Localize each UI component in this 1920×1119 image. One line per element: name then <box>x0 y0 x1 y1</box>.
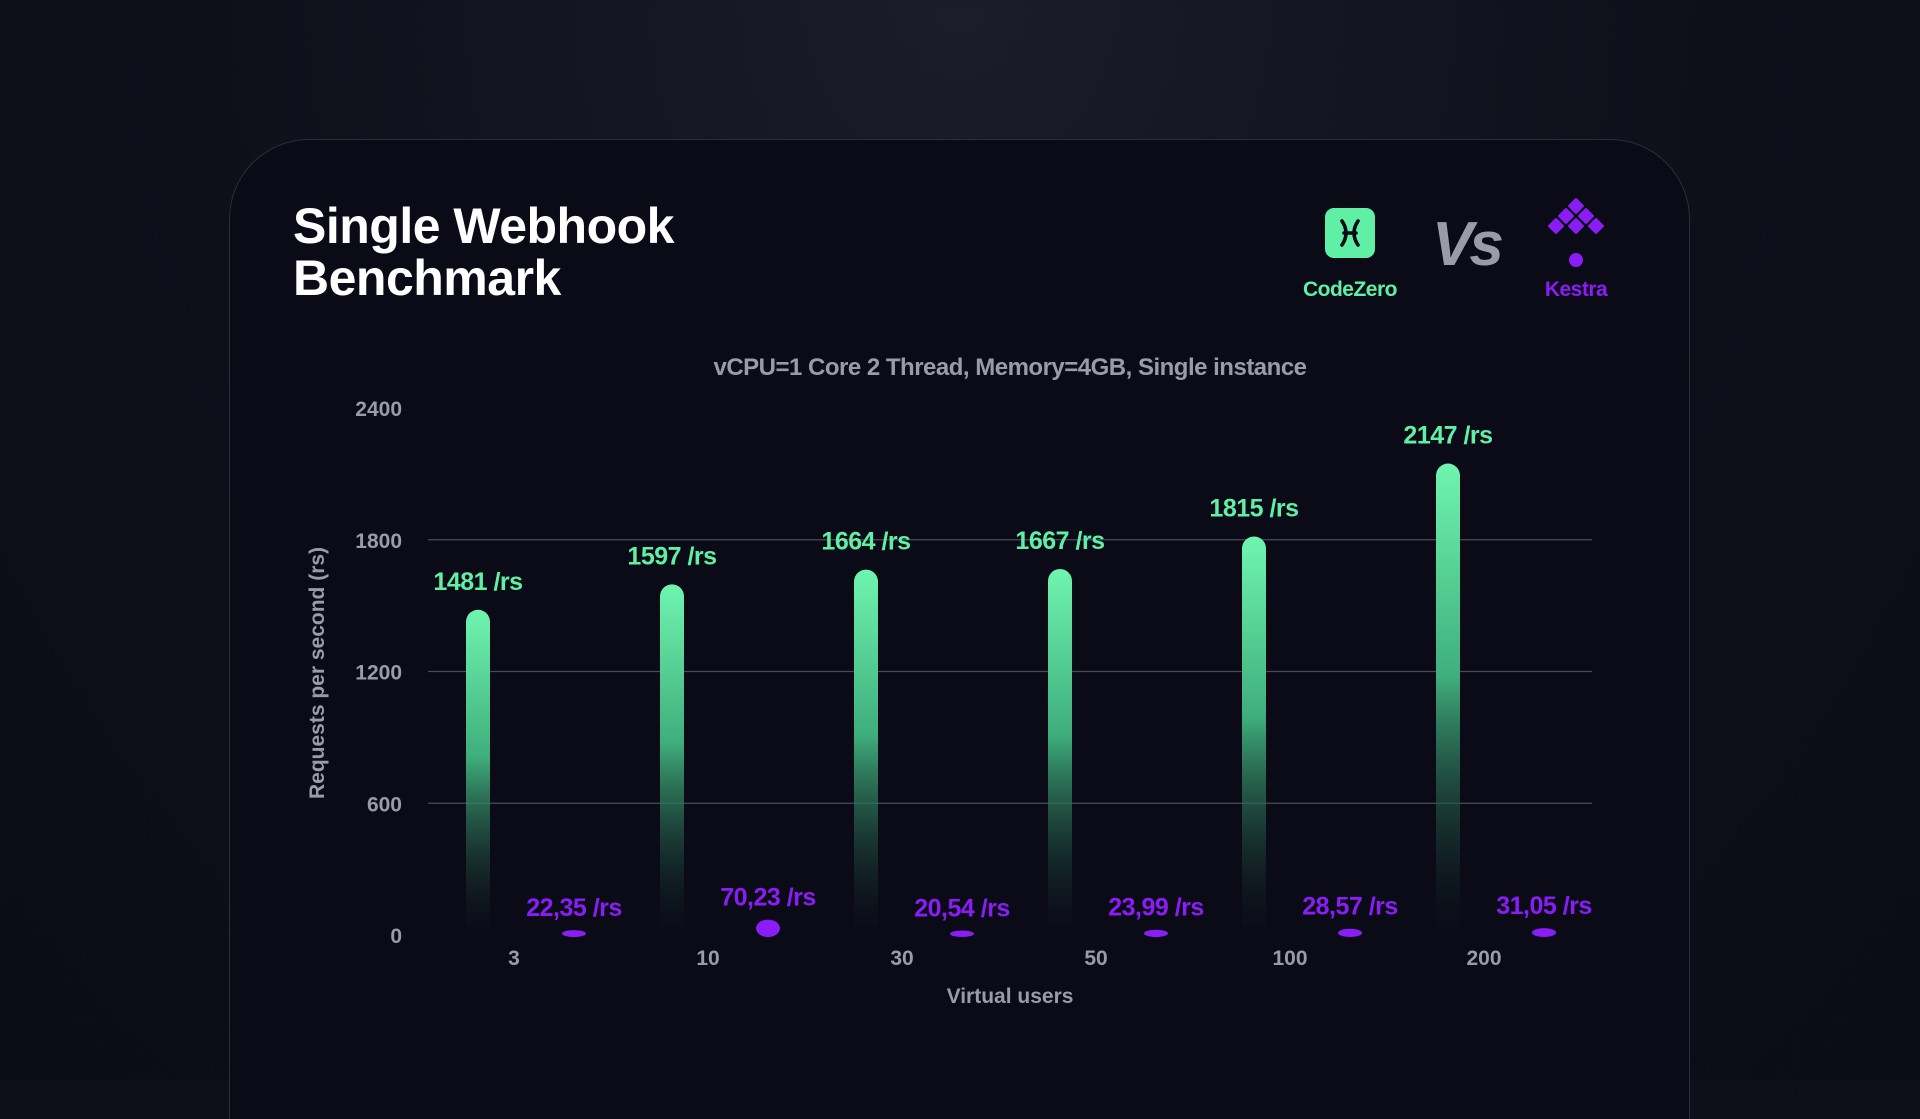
bar-kestra <box>756 919 780 937</box>
x-tick-label: 200 <box>1466 947 1501 970</box>
bar-kestra <box>1144 929 1168 937</box>
data-label-kestra: 70,23 /rs <box>720 884 816 912</box>
x-tick-label: 10 <box>696 947 719 970</box>
x-tick-label: 30 <box>890 947 913 970</box>
data-label-codezero: 1815 /rs <box>1209 494 1298 522</box>
y-tick-label: 0 <box>390 925 402 948</box>
y-axis-title: Requests per second (rs) <box>306 547 329 799</box>
versus-label: Vs <box>1432 210 1504 279</box>
data-label-codezero: 1597 /rs <box>627 542 716 570</box>
x-tick-label: 3 <box>508 947 520 970</box>
kestra-label: Kestra <box>1544 278 1608 301</box>
data-label-codezero: 2147 /rs <box>1403 422 1492 450</box>
bar-codezero <box>1436 463 1460 937</box>
chart-subtitle: vCPU=1 Core 2 Thread, Memory=4GB, Single… <box>713 354 1307 381</box>
x-tick-label: 50 <box>1084 947 1107 970</box>
bar-codezero <box>854 569 878 937</box>
data-label-kestra: 31,05 /rs <box>1496 892 1592 920</box>
data-label-codezero: 1664 /rs <box>821 528 910 556</box>
codezero-logo-icon <box>1325 208 1375 258</box>
bar-codezero <box>660 584 684 937</box>
y-tick-label: 1200 <box>355 662 402 685</box>
bar-kestra <box>1338 928 1362 937</box>
data-label-kestra: 22,35 /rs <box>526 894 622 922</box>
kestra-logo-icon <box>1540 198 1612 270</box>
data-label-kestra: 23,99 /rs <box>1108 894 1204 922</box>
bar-kestra <box>562 930 586 937</box>
codezero-label: CodeZero <box>1302 278 1398 301</box>
data-label-kestra: 20,54 /rs <box>914 894 1010 922</box>
y-tick-label: 1800 <box>355 530 402 553</box>
data-label-codezero: 1667 /rs <box>1015 527 1104 555</box>
bar-codezero <box>1048 568 1072 937</box>
bar-codezero <box>1242 536 1266 937</box>
x-axis-title: Virtual users <box>947 985 1074 1008</box>
data-label-kestra: 28,57 /rs <box>1302 893 1398 921</box>
x-tick-label: 100 <box>1272 947 1307 970</box>
page-title: Single Webhook Benchmark <box>293 198 675 306</box>
bar-kestra <box>1532 928 1556 937</box>
bar-codezero <box>466 609 490 937</box>
y-tick-label: 2400 <box>355 398 402 421</box>
title-line-2: Benchmark <box>293 250 561 306</box>
title-line-1: Single Webhook <box>293 198 675 254</box>
y-tick-label: 600 <box>367 793 402 816</box>
bar-chart: 0 600 1200 1800 2400 1481 /rs 22,35 /rs 3 1597 … <box>306 398 1592 1008</box>
bar-kestra <box>950 930 974 937</box>
data-label-codezero: 1481 /rs <box>433 568 522 596</box>
